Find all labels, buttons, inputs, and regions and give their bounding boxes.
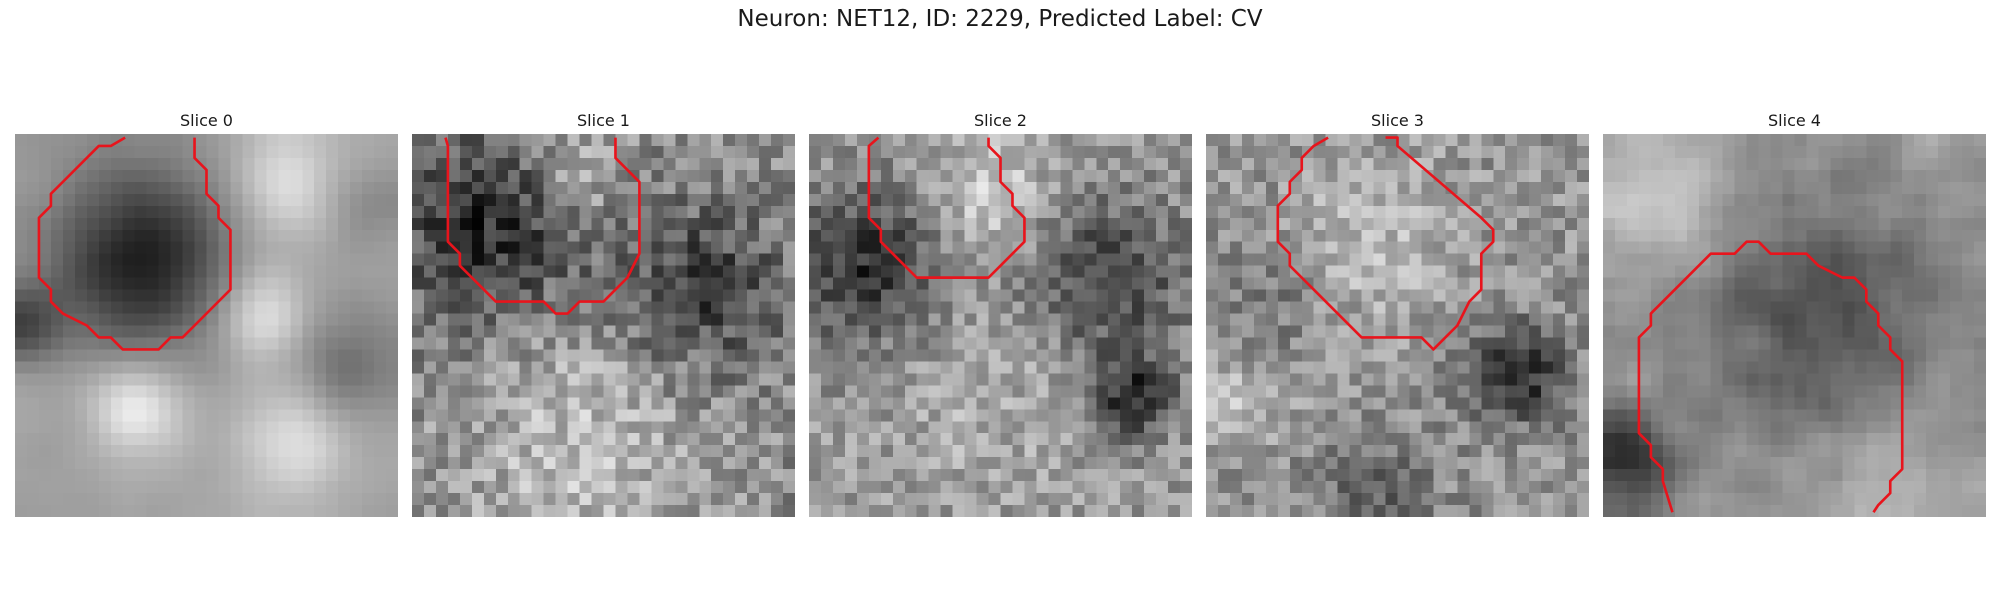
- slice-title-1: Slice 1: [577, 111, 630, 130]
- slice-panel-4: Slice 4: [1603, 108, 1986, 517]
- slice-image-1: [412, 134, 795, 517]
- slice-title-2: Slice 2: [974, 111, 1027, 130]
- roi-contour-1: [444, 137, 641, 315]
- slice-title-4: Slice 4: [1768, 111, 1821, 130]
- slice-image-2: [809, 134, 1192, 517]
- figure-title: Neuron: NET12, ID: 2229, Predicted Label…: [737, 6, 1263, 32]
- roi-contour-2: [867, 136, 1026, 279]
- slice-image-3: [1206, 134, 1589, 517]
- slice-image-4: [1603, 134, 1986, 517]
- slice-image-0: [15, 134, 398, 517]
- slice-panel-0: Slice 0: [15, 108, 398, 517]
- slice-title-0: Slice 0: [180, 111, 233, 130]
- roi-contour-3: [1276, 136, 1495, 351]
- slice-panel-3: Slice 3: [1206, 108, 1589, 517]
- roi-contour-4: [1637, 240, 1904, 513]
- slice-panel-2: Slice 2: [809, 108, 1192, 517]
- slice-title-3: Slice 3: [1371, 111, 1424, 130]
- slice-panel-1: Slice 1: [412, 108, 795, 517]
- roi-contour-0: [37, 136, 232, 351]
